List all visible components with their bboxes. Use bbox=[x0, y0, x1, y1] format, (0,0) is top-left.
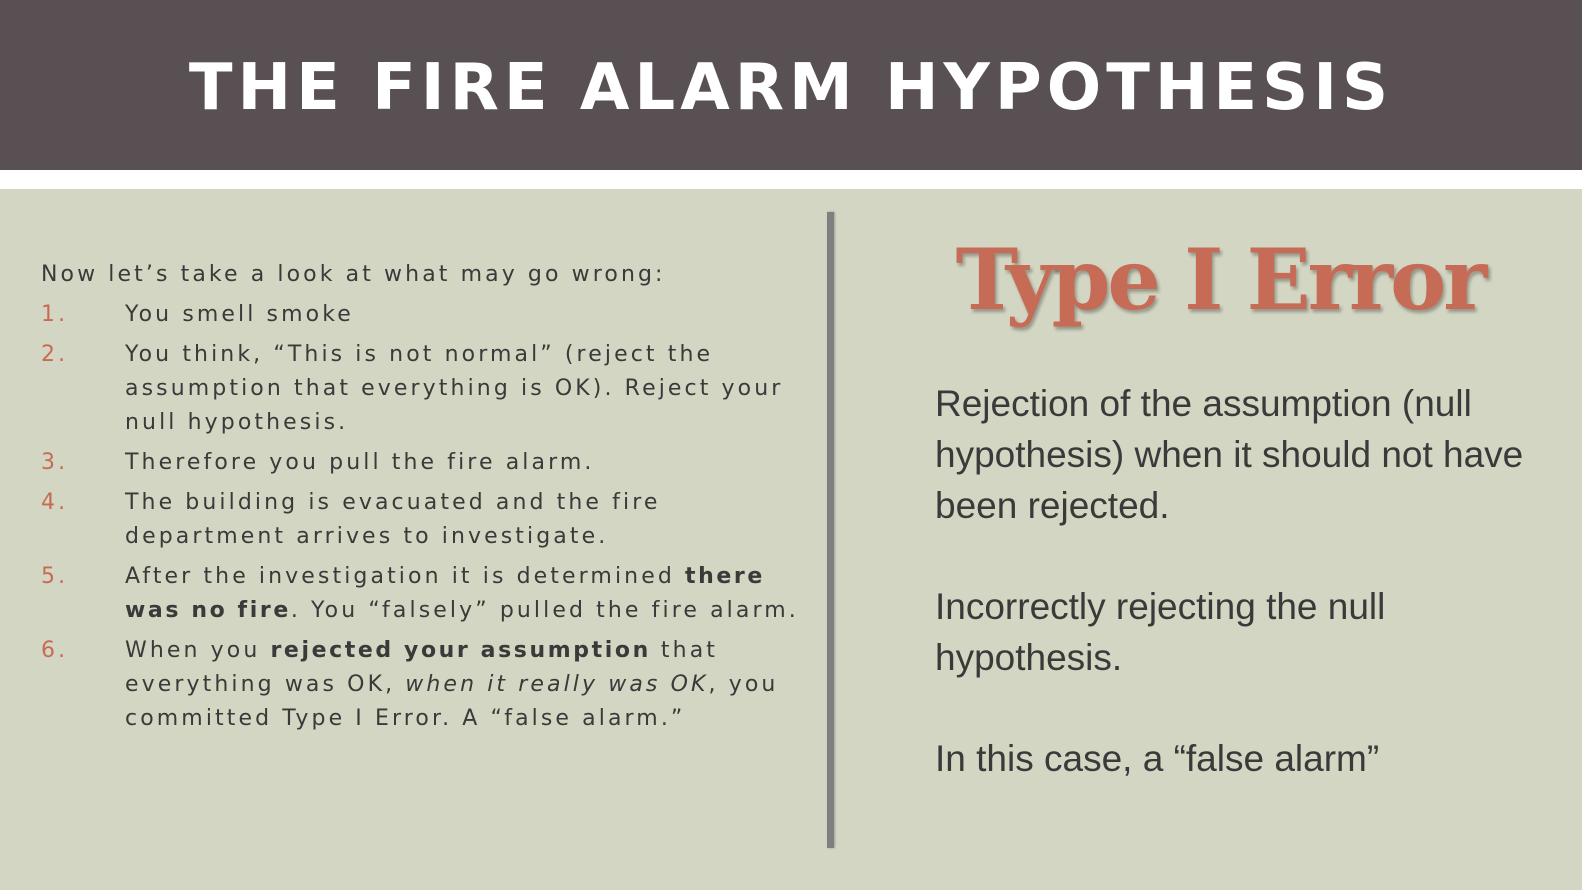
list-number: 2. bbox=[41, 342, 69, 367]
list-item-bold-text: there was no fire bbox=[125, 564, 765, 623]
list-item: 5. After the investigation it is determi… bbox=[41, 560, 801, 628]
page-title: THE FIRE ALARM HYPOTHESIS bbox=[188, 51, 1394, 125]
list-item-text: Therefore you pull the fire alarm. bbox=[125, 450, 595, 475]
type-i-error-heading: Type I Error bbox=[955, 230, 1488, 329]
list-number: 1. bbox=[41, 302, 69, 327]
left-column: Now let’s take a look at what may go wro… bbox=[41, 258, 801, 742]
list-item-text-part: . You “falsely” pulled the fire alarm. bbox=[290, 598, 799, 623]
list-item-italic-text: when it really was OK bbox=[405, 672, 709, 697]
example-paragraph: In this case, a “false alarm” bbox=[935, 738, 1380, 779]
intro-text: Now let’s take a look at what may go wro… bbox=[41, 262, 666, 287]
list-item: 6. When you rejected your assumption tha… bbox=[41, 634, 801, 736]
list-item-text-part: When you bbox=[125, 638, 271, 663]
definition-paragraph: Rejection of the assumption (null hypoth… bbox=[935, 383, 1524, 526]
list-item: 2. You think, “This is not normal” (reje… bbox=[41, 338, 801, 440]
list-number: 4. bbox=[41, 490, 69, 515]
list-item-bold-text: rejected your assumption bbox=[270, 638, 651, 663]
restatement-paragraph: Incorrectly rejecting the null hypothesi… bbox=[935, 586, 1386, 678]
numbered-list: 1. You smell smoke 2. You think, “This i… bbox=[41, 298, 801, 736]
list-item-text: The building is evacuated and the fire d… bbox=[125, 490, 661, 549]
list-item-text: When you rejected your assumption that e… bbox=[125, 634, 801, 736]
list-item: 1. You smell smoke bbox=[41, 298, 801, 332]
list-number: 5. bbox=[41, 564, 69, 589]
list-item-text: You think, “This is not normal” (reject … bbox=[125, 342, 784, 435]
list-item-text-part: , you committed Type I Error. A “false a… bbox=[125, 672, 779, 731]
list-number: 3. bbox=[41, 450, 69, 475]
column-divider bbox=[827, 212, 834, 848]
list-item-text: After the investigation it is determined… bbox=[125, 560, 801, 628]
list-item: 3. Therefore you pull the fire alarm. bbox=[41, 446, 801, 480]
header-divider bbox=[0, 170, 1582, 189]
list-item-text-part: After the investigation it is determined bbox=[125, 564, 686, 589]
list-item: 4. The building is evacuated and the fir… bbox=[41, 486, 801, 554]
list-item-text-part: that everything was OK, bbox=[125, 638, 719, 697]
list-item-text: You smell smoke bbox=[125, 302, 354, 327]
header-bar: THE FIRE ALARM HYPOTHESIS bbox=[0, 0, 1582, 170]
list-number: 6. bbox=[41, 638, 69, 663]
